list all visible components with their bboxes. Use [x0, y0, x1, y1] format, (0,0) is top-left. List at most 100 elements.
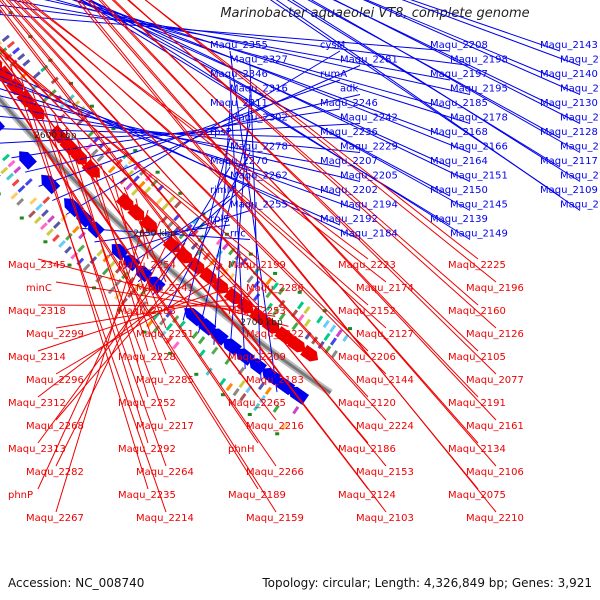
reverse-gene-label: Maqu_2152: [338, 306, 396, 317]
green-marker: [43, 240, 48, 244]
reverse-leader-line: [37, 264, 211, 398]
feature-bar: [342, 333, 350, 342]
feature-bar: [9, 59, 18, 68]
forward-gene-label: Maqu_2346: [210, 69, 268, 80]
reverse-gene-label: Maqu_2075: [448, 490, 506, 501]
reverse-leader-line: [55, 253, 199, 421]
forward-leader-line: [0, 88, 341, 197]
feature-bar: [168, 195, 176, 204]
reverse-gene-label: Maqu_2314: [8, 352, 66, 363]
feature-bar: [1, 34, 10, 43]
reverse-gene-label: Maqu_2345: [8, 260, 66, 271]
reverse-leader-line: [111, 175, 149, 306]
feature-bar: [253, 402, 261, 412]
feature-bar: [64, 245, 72, 254]
feature-bar: [165, 322, 173, 331]
green-marker: [0, 192, 1, 196]
feature-bar: [197, 336, 206, 345]
feature-bar: [6, 40, 15, 49]
feature-bar: [17, 53, 26, 61]
reverse-gene-label: Maqu_2268: [26, 421, 84, 432]
forward-leader-line: [198, 123, 251, 333]
feature-bar: [39, 222, 48, 231]
reverse-gene-label: Maqu_2282: [26, 467, 84, 478]
forward-leader-line: [123, 195, 231, 270]
feature-bar: [161, 202, 170, 211]
reverse-gene-label: Maqu_2206: [338, 352, 396, 363]
feature-bar: [191, 229, 199, 238]
reverse-gene-arrow: [287, 335, 306, 353]
reverse-gene-label: Maqu_2191: [448, 398, 506, 409]
reverse-gene-label: Maqu_2285: [136, 375, 194, 386]
feature-layer: [0, 9, 352, 436]
forward-gene-label: rnc: [230, 229, 246, 240]
reverse-gene-label: Maqu_2313: [8, 444, 66, 455]
forward-leader-line: [0, 68, 361, 240]
feature-bar: [1, 153, 10, 162]
green-marker: [117, 308, 121, 312]
reverse-gene-label: Maqu_2160: [448, 306, 506, 317]
reverse-gene-label: Maqu_2134: [448, 444, 506, 455]
forward-leader-line: [54, 0, 451, 110]
feature-bar: [0, 41, 3, 46]
reverse-gene-label: Maqu_2189: [228, 490, 286, 501]
green-marker: [297, 290, 302, 294]
feature-bar: [324, 345, 332, 354]
feature-bar: [246, 288, 254, 297]
tick-label: 2600 kbp: [34, 131, 77, 141]
forward-gene-label: Maqu_2151: [450, 171, 508, 182]
feature-bar: [32, 71, 41, 79]
forward-gene-label: cysM: [320, 40, 345, 51]
feature-bar: [72, 225, 80, 234]
green-marker: [220, 393, 225, 397]
reverse-gene-label: Maqu_2222: [246, 329, 304, 340]
reverse-leader-line: [65, 127, 149, 398]
reverse-gene-label: Maqu_2196: [466, 283, 524, 294]
reverse-gene-label: phnH: [228, 444, 255, 455]
forward-gene-label: Maqu_2205: [340, 171, 398, 182]
forward-gene-label: Maqu_2185: [430, 98, 488, 109]
reverse-leader-line: [31, 90, 167, 467]
forward-gene-label: Maqu_2141: [560, 55, 600, 66]
forward-leader-line: [84, 0, 471, 153]
feature-bar: [86, 130, 95, 138]
reverse-gene-arrow: [300, 344, 319, 362]
forward-gene-label: rumA: [320, 69, 347, 80]
forward-leader-line: [88, 0, 471, 240]
forward-leader-line: [71, 0, 451, 139]
reverse-gene-label: Maqu_2241: [136, 283, 194, 294]
green-marker: [155, 170, 160, 174]
forward-leader-line: [410, 0, 561, 52]
green-marker: [273, 271, 278, 275]
feature-bar: [297, 314, 305, 323]
forward-gene-label: rplS: [210, 214, 230, 225]
feature-bar: [52, 234, 60, 242]
green-marker: [67, 263, 72, 267]
reverse-gene-label: Maqu_2292: [118, 444, 176, 455]
reverse-leader-line: [76, 139, 167, 375]
forward-gene-label: Maqu_2255: [230, 200, 288, 211]
forward-gene-label: Maqu_2149: [450, 229, 508, 240]
reverse-leader-line: [89, 0, 497, 467]
forward-leader-line: [275, 0, 581, 211]
feature-bar: [29, 197, 38, 205]
feature-bar: [246, 275, 254, 284]
forward-gene-label: Maqu_2236: [320, 127, 378, 138]
reverse-gene-arrow: [199, 267, 218, 285]
forward-leader-line: [310, 0, 581, 153]
feature-bar: [280, 422, 288, 431]
reverse-leader-line: [0, 54, 277, 421]
feature-bar: [0, 9, 3, 15]
reverse-leader-line: [0, 5, 387, 513]
forward-leader-line: [0, 13, 451, 52]
gene-labels: Maqu_2355 Maqu_2327 Maqu_2346 Maqu_2316 Maqu…: [8, 40, 600, 524]
reverse-gene-label: Maqu_2286: [246, 283, 304, 294]
forward-gene-label: Maqu_2195: [450, 84, 508, 95]
forward-leader-line: [362, 0, 581, 95]
reverse-leader-line: [0, 47, 277, 375]
feature-bar: [41, 209, 49, 217]
feature-bar: [257, 381, 266, 391]
forward-gene-label: Maqu_2150: [430, 185, 488, 196]
forward-gene-label: Maqu_2166: [450, 142, 508, 153]
feature-bar: [30, 83, 39, 92]
